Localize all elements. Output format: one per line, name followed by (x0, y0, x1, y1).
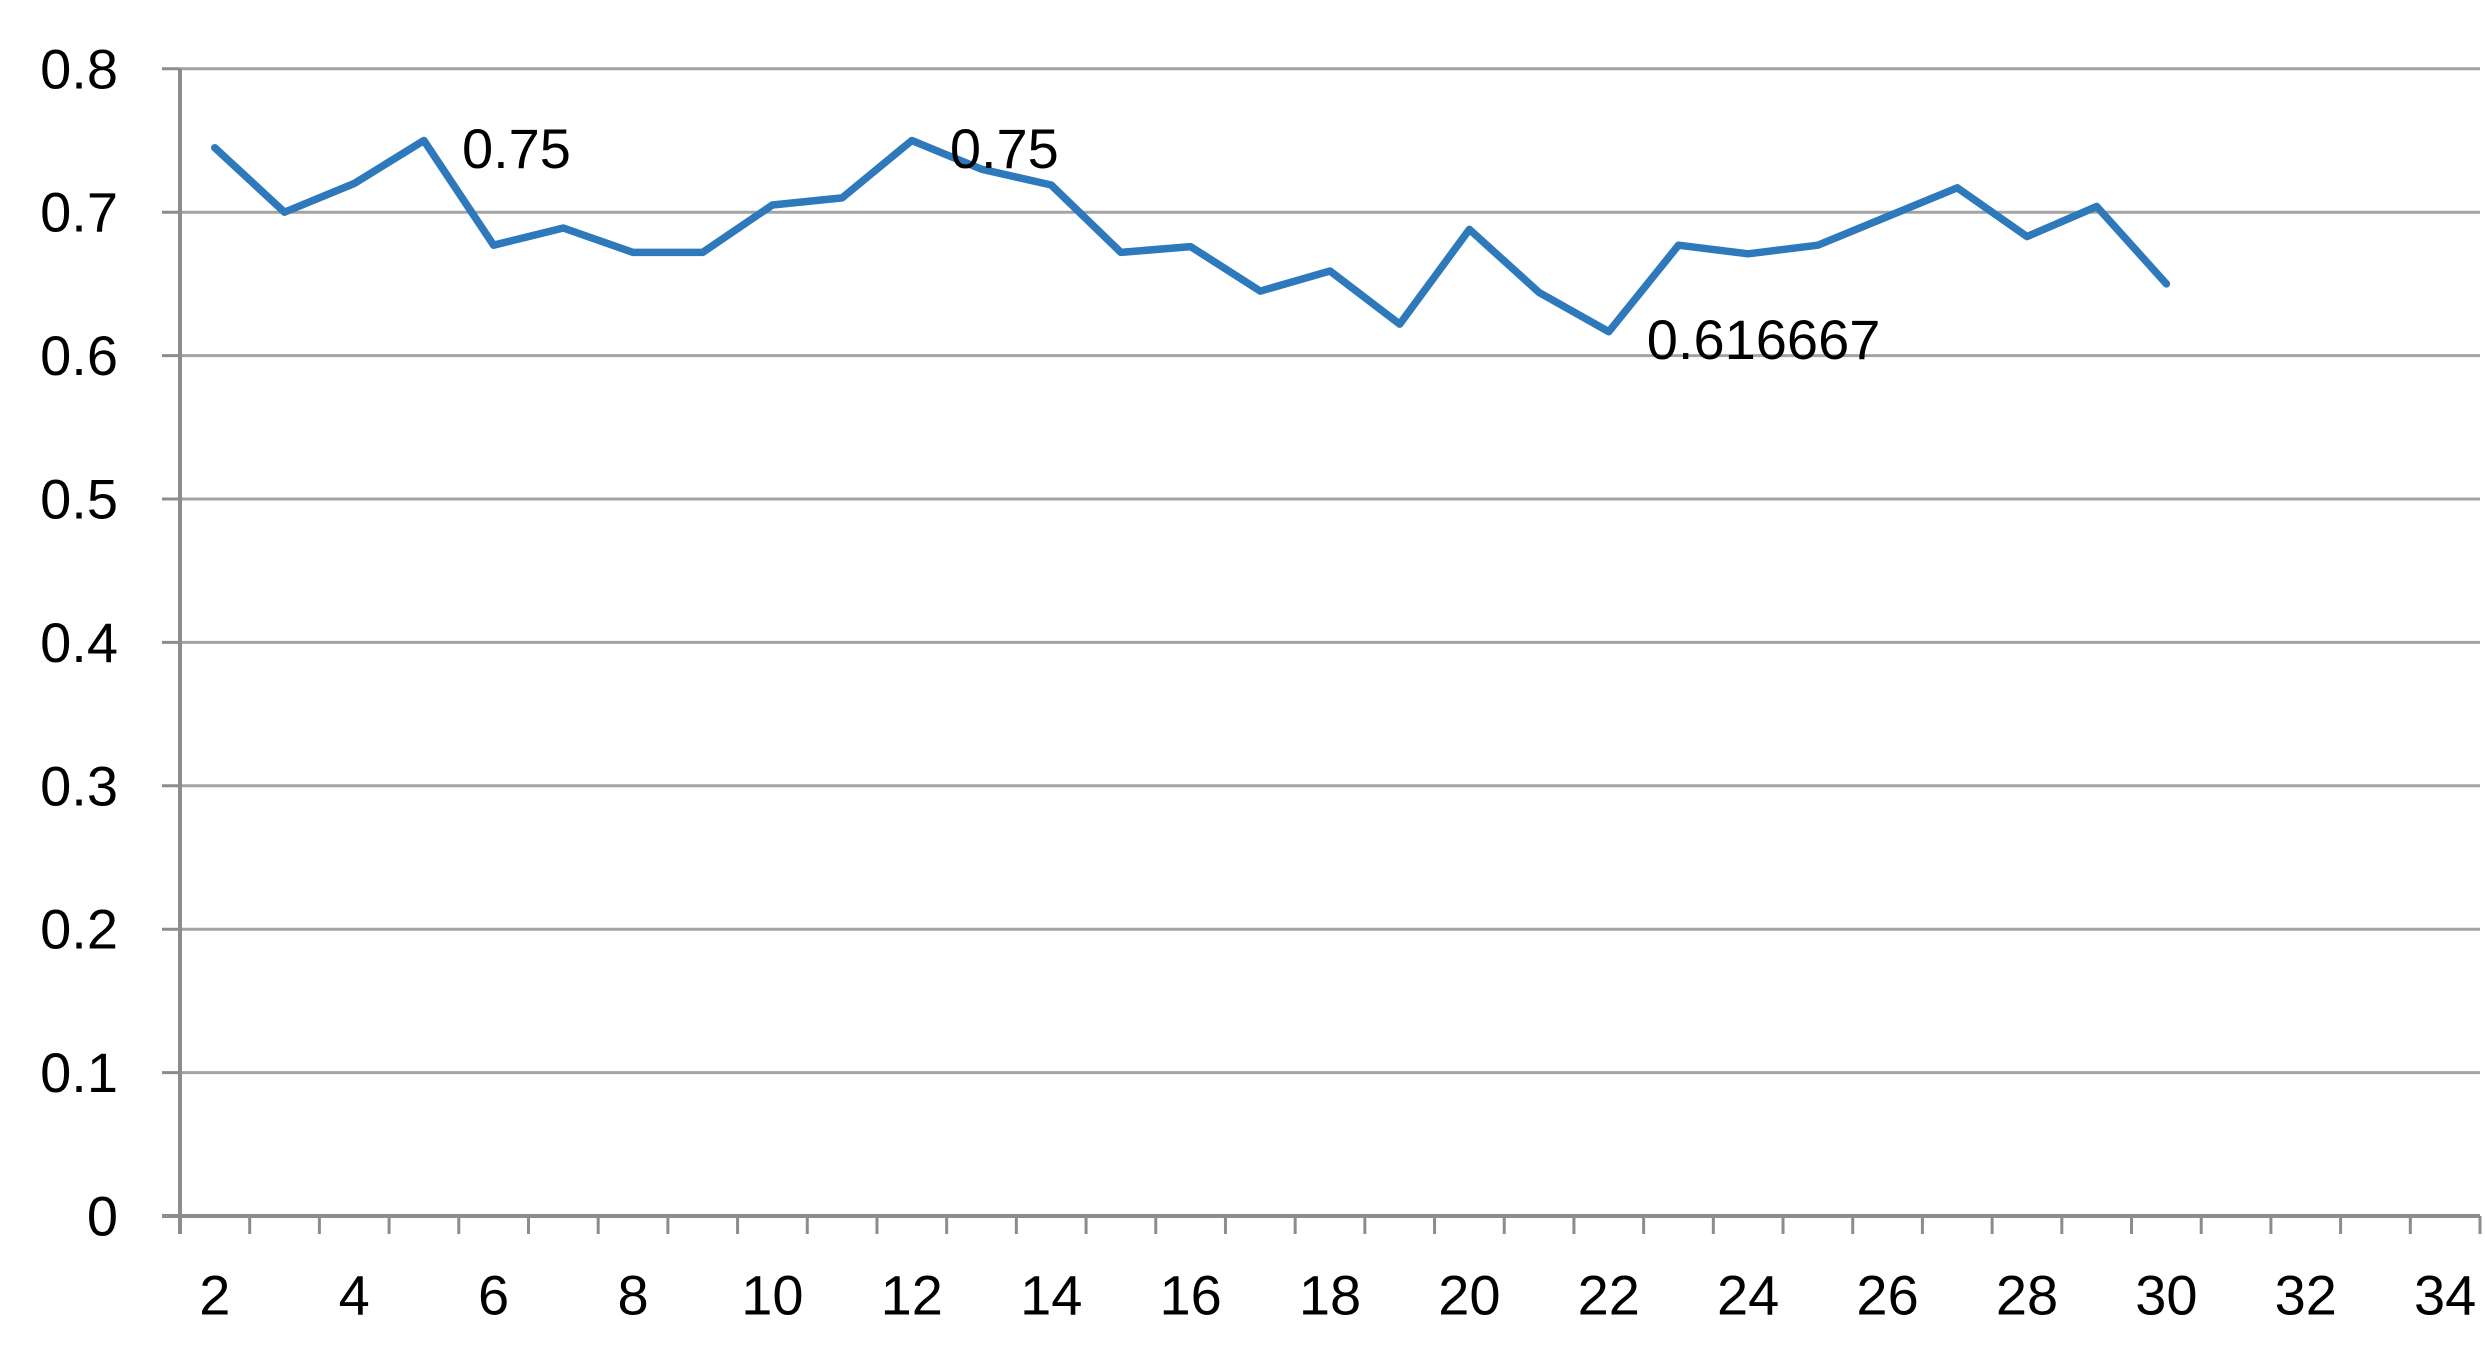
x-tick-label: 18 (1299, 1264, 1361, 1327)
y-tick-label: 0.5 (40, 468, 118, 531)
x-tick-label: 12 (881, 1264, 943, 1327)
x-tick-label: 28 (1996, 1264, 2058, 1327)
y-tick-label: 0.7 (40, 181, 118, 244)
x-tick-label: 2 (199, 1264, 230, 1327)
x-tick-label: 32 (2275, 1264, 2337, 1327)
x-tick-label: 10 (741, 1264, 803, 1327)
data-point-label: 0.75 (950, 117, 1059, 180)
x-tick-label: 14 (1020, 1264, 1082, 1327)
x-tick-label: 24 (1717, 1264, 1779, 1327)
y-tick-label: 0.2 (40, 898, 118, 961)
y-tick-label: 0.6 (40, 324, 118, 387)
x-tick-label: 16 (1159, 1264, 1221, 1327)
y-tick-label: 0.1 (40, 1041, 118, 1104)
data-point-label: 0.616667 (1647, 308, 1881, 371)
y-tick-label: 0 (87, 1185, 118, 1248)
x-tick-label: 6 (478, 1264, 509, 1327)
y-tick-label: 0.8 (40, 37, 118, 100)
x-tick-label: 8 (617, 1264, 648, 1327)
y-tick-label: 0.4 (40, 611, 118, 674)
x-tick-label: 26 (1856, 1264, 1918, 1327)
x-tick-label: 20 (1438, 1264, 1500, 1327)
x-tick-label: 4 (339, 1264, 370, 1327)
data-point-label: 0.75 (462, 117, 571, 180)
y-tick-label: 0.3 (40, 754, 118, 817)
x-tick-label: 34 (2414, 1264, 2476, 1327)
data-series-line (211, 136, 2171, 336)
x-tick-label: 30 (2135, 1264, 2197, 1327)
x-tick-label: 22 (1578, 1264, 1640, 1327)
